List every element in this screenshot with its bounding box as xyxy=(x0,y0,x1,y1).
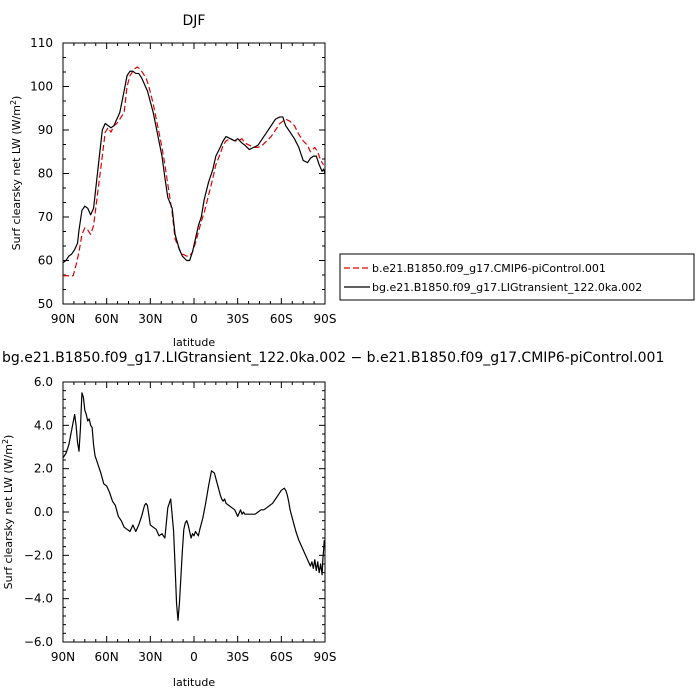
legend-box xyxy=(339,253,695,301)
x-tick-label: 90S xyxy=(314,312,337,326)
y-tick-label: −4.0 xyxy=(24,592,53,606)
y-tick-label: 100 xyxy=(30,80,53,94)
x-tick-label: 60N xyxy=(95,650,119,664)
y-axis-label-close: ) xyxy=(10,96,23,100)
x-tick-label: 60N xyxy=(95,312,119,326)
chart-legend: b.e21.B1850.f09_g17.CMIP6-piControl.001b… xyxy=(339,253,695,301)
y-tick-label: 50 xyxy=(38,297,53,311)
chart-title: DJF xyxy=(183,13,206,29)
legend-entry-1: b.e21.B1850.f09_g17.CMIP6-piControl.001 xyxy=(372,262,606,275)
x-tick-label: 60S xyxy=(270,312,293,326)
upper-panel-latitude-profile: DJF 50 60 70 80 90 100 110 90N 60N 30N 0 30S 60S 90S la… xyxy=(9,13,695,349)
y-tick-label: 2.0 xyxy=(34,462,53,476)
x-tick-label: 60S xyxy=(270,650,293,664)
x-tick-label: 30S xyxy=(226,650,249,664)
y-axis-label: Surf clearsky net LW (W/m2) xyxy=(9,96,24,251)
legend-entry-2: bg.e21.B1850.f09_g17.LIGtransient_122.0k… xyxy=(372,281,642,294)
y-tick-label: 60 xyxy=(38,254,53,268)
chart-title: bg.e21.B1850.f09_g17.LIGtransient_122.0k… xyxy=(2,350,664,366)
x-tick-label: 90N xyxy=(51,312,75,326)
y-tick-label: 0.0 xyxy=(34,505,53,519)
y-tick-label: −2.0 xyxy=(24,548,53,562)
y-axis-label-main: Surf clearsky net LW (W/m xyxy=(2,444,15,589)
lower-panel-difference-profile: bg.e21.B1850.f09_g17.LIGtransient_122.0k… xyxy=(1,350,665,689)
x-tick-label: 30S xyxy=(226,312,249,326)
plot-frame xyxy=(62,42,326,305)
x-tick-label: 30N xyxy=(138,312,162,326)
series-line-1 xyxy=(63,66,325,277)
y-tick-label: 110 xyxy=(30,36,53,50)
x-tick-label: 90S xyxy=(314,650,337,664)
x-tick-label: 0 xyxy=(190,650,198,664)
y-axis-label-close: ) xyxy=(2,435,15,439)
y-axis-label-superscript: 2 xyxy=(1,439,10,444)
x-tick-label: 90N xyxy=(51,650,75,664)
y-axis-label-main: Surf clearsky net LW (W/m xyxy=(10,105,23,250)
y-tick-label: −6.0 xyxy=(24,635,53,649)
x-tick-label: 0 xyxy=(190,312,198,326)
y-axis-label: Surf clearsky net LW (W/m2) xyxy=(1,435,16,590)
plot-frame xyxy=(62,381,326,643)
y-tick-label: 6.0 xyxy=(34,375,53,389)
y-tick-label: 70 xyxy=(38,210,53,224)
y-tick-label: 90 xyxy=(38,123,53,137)
y-axis-label-superscript: 2 xyxy=(9,100,18,105)
x-axis-label: latitude xyxy=(173,676,215,689)
series-line-2 xyxy=(62,70,326,264)
x-tick-label: 30N xyxy=(138,650,162,664)
series-line-1 xyxy=(62,392,325,621)
y-tick-label: 80 xyxy=(38,167,53,181)
x-axis-label: latitude xyxy=(173,336,215,349)
y-tick-label: 4.0 xyxy=(34,418,53,432)
